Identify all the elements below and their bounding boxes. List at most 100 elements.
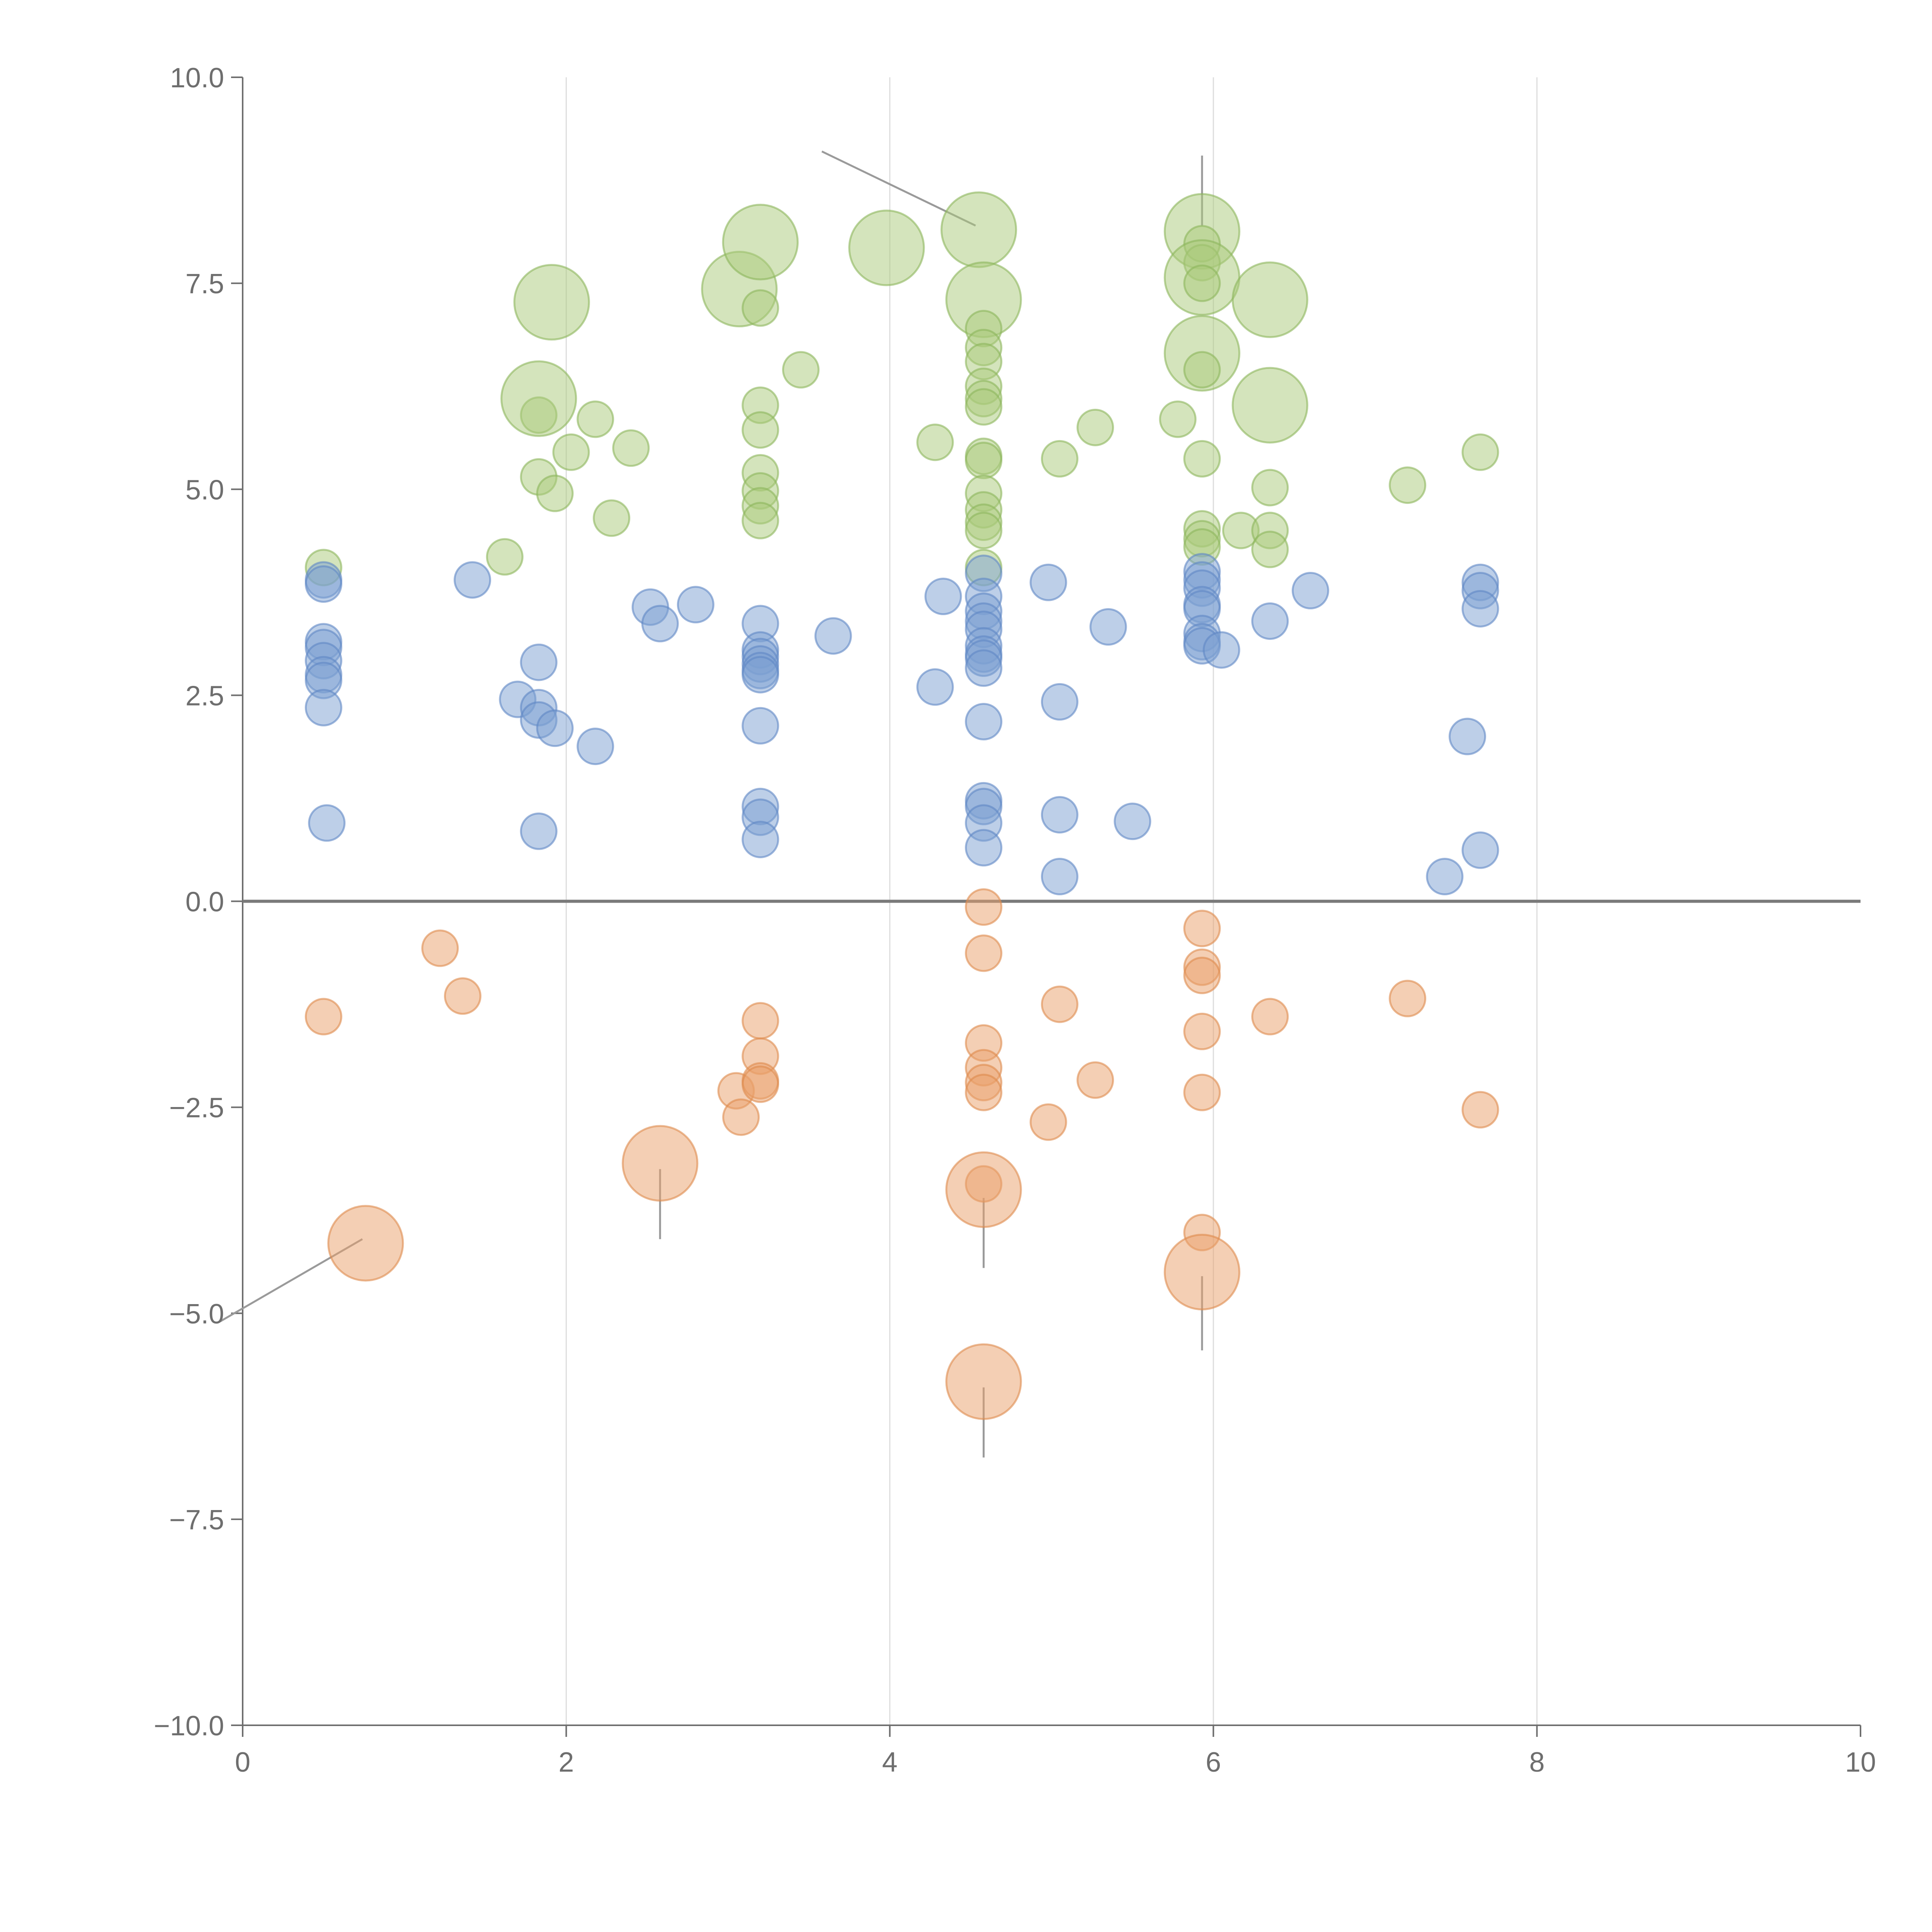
bubble-point-blue: [520, 812, 558, 850]
axis-layer: [231, 77, 1861, 1737]
bubble-point-green: [1251, 469, 1289, 507]
bubble-point-green: [1231, 261, 1308, 338]
bubble-point-green: [1159, 400, 1197, 438]
bubble-point-blue: [1114, 803, 1151, 840]
bubble-point-blue: [1041, 796, 1078, 834]
bubble-point-blue: [1461, 590, 1499, 628]
bubble-point-orange: [1389, 980, 1427, 1017]
bubble-point-blue: [1029, 563, 1067, 601]
y-tick-label: 7.5: [185, 269, 224, 299]
bubble-point-blue: [742, 707, 779, 745]
bubble-point-green: [782, 351, 820, 389]
x-tick-label: 8: [1529, 1747, 1545, 1778]
series-blue: [304, 553, 1499, 896]
bubble-point-blue: [965, 829, 1003, 867]
bubble-point-blue: [1461, 831, 1499, 869]
bubble-point-green: [1389, 466, 1427, 504]
bubble-point-blue: [814, 617, 852, 655]
bubble-point-orange: [1183, 910, 1221, 947]
bubble-point-blue: [742, 821, 779, 859]
bubble-point-orange: [1163, 1234, 1240, 1311]
bubble-point-green: [593, 499, 631, 537]
x-tick-label: 10: [1845, 1747, 1876, 1778]
bubble-point-green: [552, 433, 590, 471]
bubble-point-green: [500, 360, 577, 437]
bubble-point-green: [965, 388, 1003, 426]
bubble-point-green: [1183, 264, 1221, 302]
y-tick-label: −2.5: [169, 1093, 224, 1124]
bubble-point-orange: [742, 1065, 779, 1103]
bubble-point-blue: [1089, 608, 1127, 646]
bubble-point-blue: [742, 656, 779, 694]
bubble-point-orange: [965, 888, 1003, 926]
bubble-point-green: [1077, 408, 1114, 446]
y-tick-label: 5.0: [185, 474, 224, 505]
bubble-point-blue: [1449, 718, 1486, 755]
bubble-point-orange: [1183, 956, 1221, 994]
bubble-point-blue: [520, 643, 558, 681]
y-tick-label: 0.0: [185, 887, 224, 918]
bubble-point-orange: [945, 1151, 1022, 1228]
bubble-point-orange: [1041, 985, 1078, 1023]
bubble-point-green: [1231, 367, 1308, 444]
bubble-layer: [304, 191, 1499, 1420]
bubble-point-blue: [454, 561, 492, 599]
bubble-point-orange: [1251, 998, 1289, 1036]
bubble-point-green: [742, 289, 779, 327]
bubble-point-green: [486, 538, 524, 576]
bubble-point-green: [1041, 440, 1078, 478]
y-tick-label: 2.5: [185, 680, 224, 711]
y-tick-label: 10.0: [170, 63, 224, 94]
bubble-point-orange: [965, 934, 1003, 972]
bubble-point-blue: [308, 804, 346, 842]
bubble-point-blue: [924, 577, 962, 615]
y-tick-label: −5.0: [169, 1299, 224, 1330]
y-tick-label: −7.5: [169, 1505, 224, 1536]
bubble-point-blue: [677, 586, 714, 624]
bubble-point-blue: [304, 565, 342, 603]
bubble-point-orange: [722, 1098, 760, 1136]
bubble-point-green: [965, 442, 1003, 480]
bubble-point-orange: [327, 1205, 404, 1282]
bubble-point-green: [916, 423, 954, 461]
bubble-point-green: [1183, 351, 1221, 389]
bubble-point-blue: [1291, 572, 1329, 610]
bubble-point-blue: [1426, 858, 1464, 896]
bubble-point-blue: [1202, 631, 1240, 669]
bubble-point-green: [940, 191, 1017, 268]
bubble-point-green: [1251, 531, 1289, 568]
bubble-point-green: [513, 264, 590, 341]
bubble-point-green: [612, 429, 650, 467]
bubble-point-orange: [1077, 1061, 1114, 1099]
tick-labels: 10.0 7.5 5.0 2.5 0.0 −2.5 −5.0 −7.5 −10.0 0 2 4 6 8 10: [154, 63, 1876, 1778]
x-tick-label: 0: [235, 1747, 250, 1778]
bubble-point-orange: [304, 998, 342, 1036]
bubble-point-blue: [304, 689, 342, 726]
bubble-point-orange: [965, 1073, 1003, 1111]
bubble-point-blue: [965, 649, 1003, 687]
bubble-point-orange: [622, 1125, 699, 1202]
bubble-point-blue: [536, 709, 574, 747]
bubble-point-green: [742, 411, 779, 449]
bubble-point-orange: [1183, 1012, 1221, 1050]
bubble-point-orange: [444, 977, 481, 1015]
bubble-point-blue: [641, 605, 679, 643]
bubble-point-orange: [945, 1343, 1022, 1420]
series-orange: [304, 888, 1499, 1420]
bubble-point-blue: [1041, 683, 1078, 721]
bubble-point-orange: [1461, 1091, 1499, 1129]
y-tick-label: −10.0: [154, 1711, 224, 1742]
bubble-point-green: [1183, 440, 1221, 478]
bubble-point-blue: [1041, 858, 1078, 896]
x-tick-label: 2: [558, 1747, 574, 1778]
bubble-point-orange: [421, 929, 459, 967]
bubble-point-green: [965, 512, 1003, 549]
bubble-point-orange: [742, 1002, 779, 1040]
series-green: [304, 191, 1499, 587]
bubble-point-blue: [965, 703, 1003, 741]
bubble-point-green: [536, 474, 574, 512]
x-tick-label: 4: [882, 1747, 898, 1778]
bubble-point-green: [1461, 433, 1499, 471]
